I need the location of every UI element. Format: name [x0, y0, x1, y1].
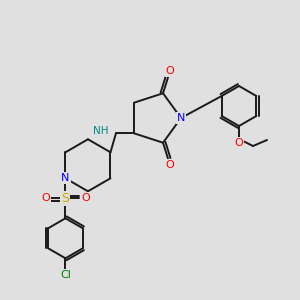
Text: O: O	[41, 193, 50, 203]
Text: NH: NH	[94, 126, 109, 136]
Text: Cl: Cl	[60, 270, 71, 280]
Text: N: N	[61, 173, 70, 183]
Text: S: S	[61, 192, 69, 205]
Text: O: O	[166, 66, 174, 76]
Text: O: O	[81, 193, 90, 203]
Text: N: N	[177, 113, 185, 123]
Text: O: O	[235, 138, 243, 148]
Text: O: O	[166, 160, 174, 170]
